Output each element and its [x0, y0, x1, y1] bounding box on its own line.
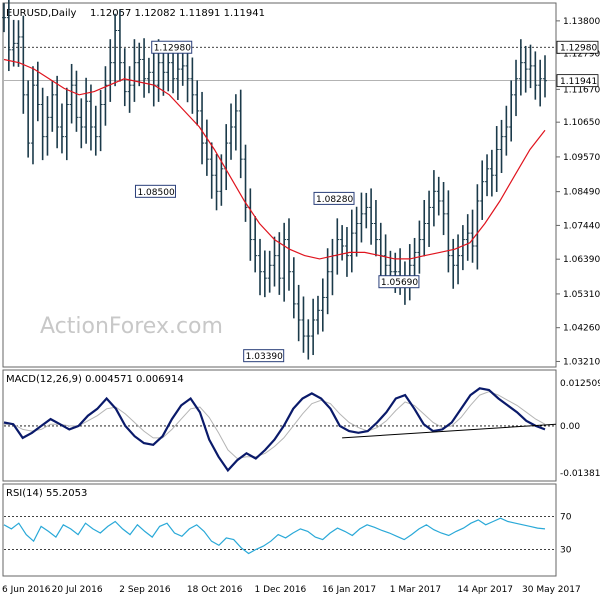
price-y-tick-label: 1.11670	[563, 85, 600, 95]
price-annotation: 1.05690	[378, 275, 420, 289]
macd-layer	[3, 387, 557, 473]
x-tick-label: 1 Mar 2017	[390, 585, 441, 595]
annotation-label: 1.03390	[246, 352, 283, 362]
price-y-tick-label: 1.13800	[563, 17, 600, 27]
price-annotation: 1.08280	[313, 191, 355, 205]
x-tick-label: 18 Oct 2016	[187, 585, 243, 595]
macd-panel-frame	[2, 369, 557, 482]
x-tick-label: 6 Jun 2016	[2, 585, 51, 595]
macd-line	[3, 387, 546, 473]
price-y-tick-label: 1.08490	[563, 188, 600, 198]
annotation-label: 1.12980	[154, 44, 191, 54]
price-y-tick-label: 1.03210	[563, 357, 600, 367]
resistance-tag: 1.12980	[560, 44, 597, 54]
resistance-tag-box	[556, 40, 599, 54]
annotation-label: 1.05690	[381, 278, 418, 288]
price-y-tick-label: 1.05310	[563, 290, 600, 300]
x-tick-label: 14 Apr 2017	[457, 585, 513, 595]
macd-y-tick-label: -0.013813	[560, 469, 600, 479]
macd-trendline	[342, 423, 557, 439]
price-y-tick-label: 1.07440	[563, 221, 600, 231]
rsi-y-tick-label: 30	[560, 545, 572, 555]
x-tick-label: 16 Jan 2017	[322, 585, 376, 595]
annotation-box	[243, 349, 285, 363]
macd-y-tick-label: 0.012509	[560, 379, 600, 389]
macd-header: MACD(12,26,9) 0.004571 0.006914	[6, 374, 184, 385]
rsi-line	[3, 517, 546, 555]
watermark: ActionForex.com	[40, 314, 223, 339]
annotation-label: 1.08280	[316, 195, 353, 205]
x-tick-label: 2 Sep 2016	[119, 585, 171, 595]
price-y-tick-label: 1.10650	[563, 118, 600, 128]
annotation-label: 1.08500	[137, 188, 174, 198]
price-annotation: 1.08500	[134, 184, 176, 198]
rsi-header: RSI(14) 55.2053	[6, 488, 87, 499]
price-y-tick-label: 1.06390	[563, 255, 600, 265]
price-panel-frame	[2, 2, 557, 368]
current-price-tag-box	[556, 74, 599, 88]
price-layer: 1.12980 1.08500 1.03390 1.08280 1.05690	[2, 0, 556, 363]
macd-y-tick-label: 0.00	[560, 422, 580, 432]
annotation-box	[378, 275, 420, 289]
macd-signal-line	[4, 391, 546, 460]
price-annotation: 1.12980	[151, 40, 193, 54]
price-annotation: 1.03390	[243, 349, 285, 363]
current-price-tag: 1.11941	[560, 77, 597, 87]
price-y-tick-label: 1.04260	[563, 324, 600, 334]
price-header-symbol: EURUSD,Daily	[6, 8, 77, 19]
x-tick-label: 20 Jul 2016	[52, 585, 103, 595]
rsi-y-tick-label: 70	[560, 513, 572, 523]
annotation-box	[313, 191, 355, 205]
price-y-tick-label: 1.09570	[563, 153, 600, 163]
moving-average-line	[3, 58, 546, 260]
x-tick-label: 1 Dec 2016	[255, 585, 307, 595]
x-tick-label: 30 May 2017	[522, 585, 581, 595]
axis-layer: 1.13800 1.12790 1.11670 1.10650 1.09570 1.084…	[2, 17, 600, 595]
annotation-box	[151, 40, 193, 54]
annotation-box	[134, 184, 176, 198]
rsi-layer	[3, 516, 556, 555]
price-header-ohlc: 1.12057 1.12082 1.11891 1.11941	[90, 8, 265, 19]
price-y-tick-label: 1.12790	[563, 49, 600, 59]
